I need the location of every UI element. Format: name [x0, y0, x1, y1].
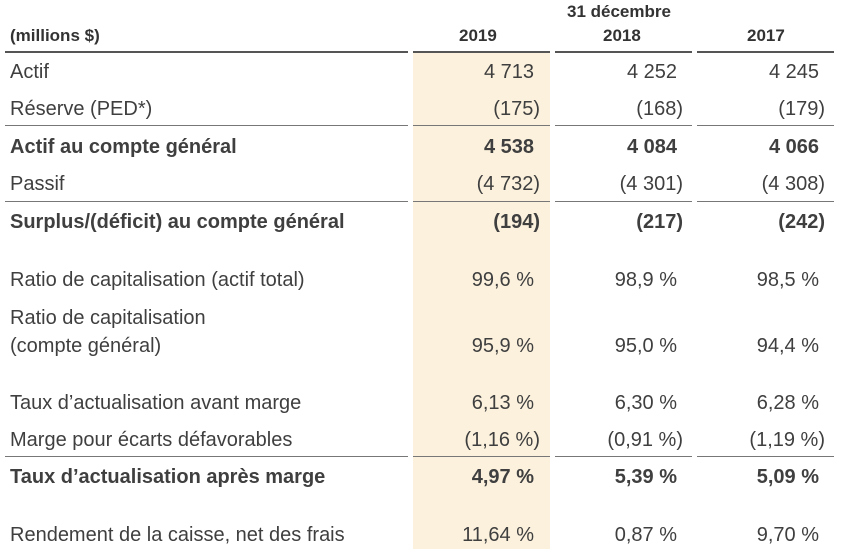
cell-reserve-2017: (179) [778, 98, 825, 120]
subtotal-rule [413, 201, 550, 202]
subtotal-rule [5, 201, 408, 202]
row-label-rendement: Rendement de la caisse, net des frais [10, 524, 345, 546]
cell-surplus-2017: (242) [778, 211, 825, 233]
cell-ratio-cg-2017: 94,4 % [756, 335, 819, 357]
cell-taux-apres-2018: 5,39 % [614, 466, 677, 488]
row-label-surplus: Surplus/(déficit) au compte général [10, 211, 345, 233]
cell-taux-avant-2018: 6,30 % [614, 392, 677, 414]
cell-reserve-2019: (175) [493, 98, 540, 120]
row-label-ratio-cg-line1: Ratio de capitalisation [10, 307, 206, 329]
cell-actif-cg-2019: 4 538 [483, 136, 534, 158]
header-rule [5, 51, 408, 53]
cell-passif-2019: (4 732) [476, 173, 540, 195]
row-label-actif-compte-general: Actif au compte général [10, 136, 237, 158]
cell-ratio-at-2018: 98,9 % [614, 269, 677, 291]
row-label-passif: Passif [10, 173, 65, 195]
cell-rendement-2019: 11,64 % [462, 524, 534, 546]
year-2018: 2018 [603, 26, 641, 45]
cell-ratio-at-2017: 98,5 % [756, 269, 819, 291]
cell-passif-2017: (4 308) [761, 173, 825, 195]
cell-actif-cg-2018: 4 084 [626, 136, 677, 158]
year-2019: 2019 [459, 26, 497, 45]
cell-marge-2017: (1,19 %) [749, 429, 825, 451]
cell-taux-apres-2019: 4,97 % [471, 466, 534, 488]
date-group-label: 31 décembre [567, 2, 671, 21]
cell-ratio-cg-2019: 95,9 % [471, 335, 534, 357]
row-label-marge: Marge pour écarts défavorables [10, 429, 293, 451]
subtotal-rule [5, 125, 408, 126]
cell-rendement-2017: 9,70 % [756, 524, 819, 546]
cell-actif-2018: 4 252 [626, 61, 677, 83]
header-rule [697, 51, 834, 53]
cell-rendement-2018: 0,87 % [614, 524, 677, 546]
cell-ratio-at-2019: 99,6 % [471, 269, 534, 291]
cell-marge-2019: (1,16 %) [464, 429, 540, 451]
header-rule [413, 51, 550, 53]
cell-ratio-cg-2018: 95,0 % [614, 335, 677, 357]
row-label-actif: Actif [10, 61, 49, 83]
row-label-ratio-cg-line2: (compte général) [10, 335, 162, 357]
highlight-column-2019 [413, 52, 550, 549]
cell-reserve-2018: (168) [636, 98, 683, 120]
header-rule [555, 51, 692, 53]
subtotal-rule [555, 456, 692, 457]
row-label-ratio-actif-total: Ratio de capitalisation (actif total) [10, 269, 305, 291]
cell-actif-cg-2017: 4 066 [768, 136, 819, 158]
row-label-reserve: Réserve (PED*) [10, 98, 153, 120]
cell-actif-2019: 4 713 [483, 61, 534, 83]
subtotal-rule [697, 456, 834, 457]
subtotal-rule [697, 125, 834, 126]
subtotal-rule [555, 201, 692, 202]
subtotal-rule [5, 456, 408, 457]
cell-taux-avant-2017: 6,28 % [756, 392, 819, 414]
subtotal-rule [413, 456, 550, 457]
subtotal-rule [697, 201, 834, 202]
cell-surplus-2019: (194) [493, 211, 540, 233]
subtotal-rule [413, 125, 550, 126]
subtotal-rule [555, 125, 692, 126]
cell-taux-avant-2019: 6,13 % [471, 392, 534, 414]
cell-passif-2018: (4 301) [619, 173, 683, 195]
cell-surplus-2018: (217) [636, 211, 683, 233]
cell-marge-2018: (0,91 %) [607, 429, 683, 451]
cell-taux-apres-2017: 5,09 % [756, 466, 819, 488]
cell-actif-2017: 4 245 [768, 61, 819, 83]
row-label-taux-avant-marge: Taux d’actualisation avant marge [10, 392, 302, 414]
row-label-taux-apres-marge: Taux d’actualisation après marge [10, 466, 326, 488]
units-label: (millions $) [10, 26, 100, 45]
year-2017: 2017 [747, 26, 785, 45]
